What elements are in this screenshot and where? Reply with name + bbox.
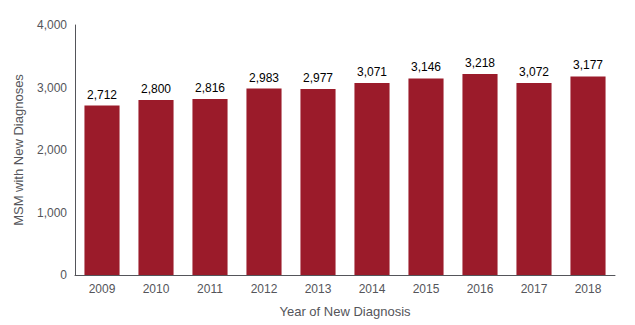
svg-text:2010: 2010 [143,282,170,296]
svg-text:Year of New Diagnosis: Year of New Diagnosis [279,304,411,319]
svg-text:2,977: 2,977 [303,71,333,85]
svg-text:2009: 2009 [89,282,116,296]
svg-text:2014: 2014 [359,282,386,296]
svg-text:3,146: 3,146 [411,60,441,74]
svg-text:3,000: 3,000 [37,81,67,95]
svg-text:2013: 2013 [305,282,332,296]
svg-text:3,218: 3,218 [465,56,495,70]
svg-text:2,000: 2,000 [37,143,67,157]
svg-text:2,983: 2,983 [249,71,279,85]
svg-text:MSM with New Diagnoses: MSM with New Diagnoses [11,74,26,226]
svg-text:2017: 2017 [521,282,548,296]
svg-text:3,071: 3,071 [357,65,387,79]
svg-text:2012: 2012 [251,282,278,296]
svg-text:2,816: 2,816 [195,81,225,95]
svg-text:2016: 2016 [467,282,494,296]
svg-text:3,072: 3,072 [519,65,549,79]
svg-text:3,177: 3,177 [573,58,603,72]
svg-text:2,800: 2,800 [141,82,171,96]
svg-text:2,712: 2,712 [87,88,117,102]
svg-text:2018: 2018 [575,282,602,296]
svg-text:0: 0 [60,268,67,282]
svg-text:2015: 2015 [413,282,440,296]
svg-text:1,000: 1,000 [37,206,67,220]
svg-text:4,000: 4,000 [37,18,67,32]
svg-text:2011: 2011 [197,282,223,296]
